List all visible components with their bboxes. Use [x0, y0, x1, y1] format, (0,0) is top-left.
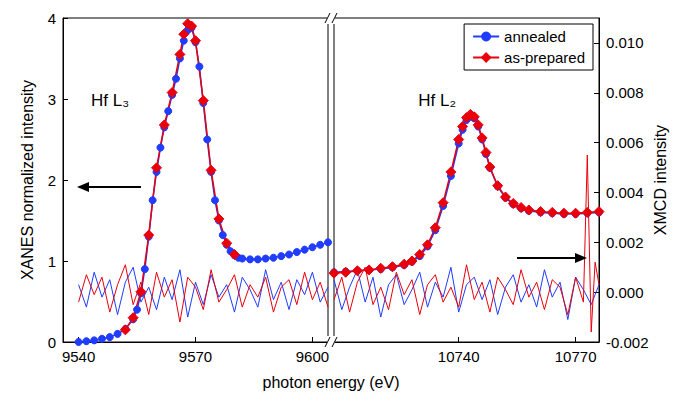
svg-text:2: 2 — [48, 172, 56, 189]
svg-text:0: 0 — [48, 334, 56, 351]
svg-text:XMCD intensity: XMCD intensity — [652, 125, 669, 235]
svg-text:9570: 9570 — [179, 348, 212, 365]
svg-text:XANES normalized intensity: XANES normalized intensity — [19, 80, 36, 280]
svg-text:10740: 10740 — [438, 348, 480, 365]
svg-text:4: 4 — [48, 10, 56, 27]
svg-text:Hf L₃: Hf L₃ — [91, 91, 129, 110]
svg-text:1: 1 — [48, 253, 56, 270]
svg-text:9540: 9540 — [62, 348, 95, 365]
svg-text:3: 3 — [48, 91, 56, 108]
svg-text:0.000: 0.000 — [606, 284, 644, 301]
svg-text:0.002: 0.002 — [606, 234, 644, 251]
svg-text:10770: 10770 — [555, 348, 597, 365]
svg-text:9600: 9600 — [296, 348, 329, 365]
svg-text:0.008: 0.008 — [606, 84, 644, 101]
svg-text:photon energy (eV): photon energy (eV) — [263, 374, 400, 391]
svg-text:0.006: 0.006 — [606, 134, 644, 151]
svg-text:Hf L₂: Hf L₂ — [418, 91, 456, 110]
svg-text:0.010: 0.010 — [606, 34, 644, 51]
svg-text:-0.002: -0.002 — [606, 334, 649, 351]
svg-text:0.004: 0.004 — [606, 184, 644, 201]
svg-text:annealed: annealed — [504, 28, 566, 45]
svg-text:as-prepared: as-prepared — [504, 49, 585, 66]
